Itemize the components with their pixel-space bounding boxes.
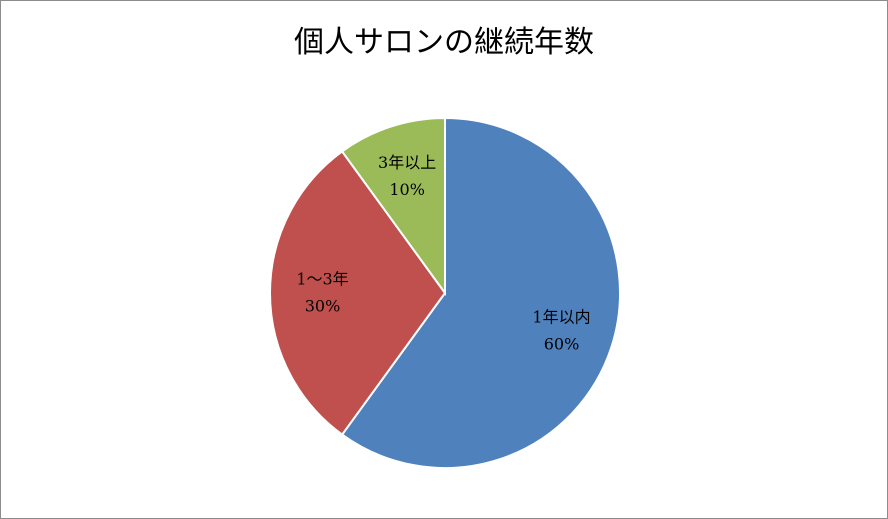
pie-slice [340, 116, 446, 297]
slice-value-label: 30% [305, 297, 341, 316]
slice-value-label: 10% [389, 180, 425, 199]
slice-value-label: 60% [544, 334, 580, 353]
pie-slice [340, 116, 621, 469]
pie-slice [269, 150, 447, 436]
chart-title: 個人サロンの継続年数 [294, 25, 594, 60]
slice-category-label: 1～3年 [296, 270, 348, 289]
slice-category-label: 3年以上 [378, 153, 436, 172]
slice-category-label: 1年以内 [532, 307, 590, 326]
